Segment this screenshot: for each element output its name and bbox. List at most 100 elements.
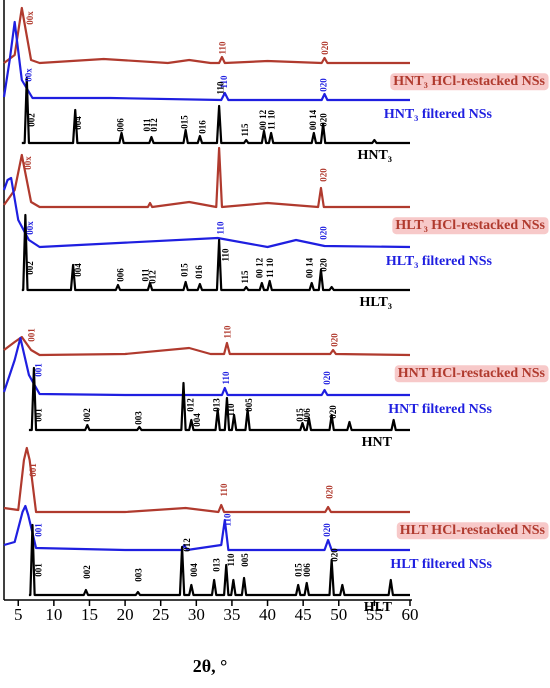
peak-label: 020 <box>320 41 330 55</box>
peak-label: 020 <box>324 485 334 499</box>
legend-label: HNT₃ <box>357 148 392 163</box>
peak-label: 002 <box>82 565 92 579</box>
peak-label: 006 <box>302 563 312 577</box>
trace <box>3 504 410 552</box>
peak-label: 003 <box>133 568 143 582</box>
peak-label: 11 10 <box>265 258 275 278</box>
peak-label: 020 <box>329 548 339 562</box>
peak-label: 012 <box>149 118 159 132</box>
peak-label: 020 <box>319 113 329 127</box>
peak-label: 004 <box>73 263 83 277</box>
peak-label: 006 <box>116 268 126 282</box>
x-tick-label: 35 <box>223 605 240 624</box>
peak-label: 00 12 <box>258 109 268 130</box>
peak-label: 00x <box>25 221 35 235</box>
x-tick-label: 60 <box>402 605 419 624</box>
peak-label: 001 <box>34 363 44 377</box>
x-tick-label: 25 <box>152 605 169 624</box>
peak-label: 016 <box>194 265 204 279</box>
peak-label: 015 <box>180 115 190 129</box>
trace <box>2 20 410 102</box>
peak-label: 00x <box>23 156 33 170</box>
x-tick-label: 50 <box>330 605 347 624</box>
peak-label: 012 <box>182 538 192 552</box>
label-highlight <box>394 365 549 383</box>
peak-label: 013 <box>212 558 222 572</box>
peak-label: 020 <box>329 333 339 347</box>
x-tick-label: 15 <box>81 605 98 624</box>
peak-label: 110 <box>226 553 236 567</box>
trace <box>3 335 411 357</box>
peak-label: 00 12 <box>254 257 264 278</box>
x-tick-label: 40 <box>259 605 276 624</box>
legend-label: HNT <box>362 435 393 450</box>
peak-label: 011 <box>141 268 151 282</box>
peak-label: 016 <box>198 120 208 134</box>
peak-label: 011 <box>142 118 152 132</box>
peak-label: 115 <box>240 123 250 137</box>
x-tick-label: 30 <box>188 605 205 624</box>
peak-label: 003 <box>133 411 143 425</box>
trace <box>3 146 410 209</box>
peak-label: 020 <box>319 226 329 240</box>
x-axis-label: 2θ, ° <box>193 656 228 676</box>
x-tick-label: 55 <box>366 605 383 624</box>
x-tick-label: 45 <box>295 605 312 624</box>
peak-label: 110 <box>222 325 232 339</box>
legend-label: HLT filtered NSs <box>390 557 492 572</box>
trace <box>2 336 410 397</box>
peak-label: 00 14 <box>304 257 314 278</box>
peak-label: 005 <box>240 553 250 567</box>
trace <box>21 213 410 292</box>
peak-label: 006 <box>116 118 126 132</box>
legend-label: HNT₃ filtered NSs <box>384 107 493 122</box>
peak-label: 002 <box>27 113 37 127</box>
x-tick-label: 20 <box>117 605 134 624</box>
peak-label: 013 <box>212 398 222 412</box>
peak-label: 110 <box>215 81 225 95</box>
x-tick-label: 10 <box>45 605 62 624</box>
peak-label: 110 <box>219 483 229 497</box>
peak-label: 00x <box>25 11 35 25</box>
peak-label: 00 14 <box>308 109 318 130</box>
peak-label: 110 <box>217 41 227 55</box>
legend-label: HNT₃ HCl-restacked NSs <box>393 74 545 89</box>
peak-label: 020 <box>322 371 332 385</box>
peak-label: 110 <box>220 248 230 262</box>
peak-label: 005 <box>244 398 254 412</box>
trace <box>21 76 410 145</box>
legend-label: HLT HCl-restacked NSs <box>400 523 546 538</box>
peak-label: 020 <box>319 78 329 92</box>
peak-label: 012 <box>148 270 158 284</box>
peak-label: 004 <box>189 563 199 577</box>
peak-label: 015 <box>180 263 190 277</box>
trace <box>28 523 410 597</box>
label-highlight <box>396 522 549 540</box>
peak-label: 110 <box>219 75 229 89</box>
peak-label: 015 <box>294 563 304 577</box>
label-highlight <box>392 217 549 235</box>
x-tick-label: 5 <box>14 605 23 624</box>
legend-label: HLT₃ HCl-restacked NSs <box>395 218 545 233</box>
peak-label: 110 <box>226 403 236 417</box>
peak-label: 002 <box>25 261 35 275</box>
peak-label: 004 <box>73 116 83 130</box>
peak-label: 115 <box>240 270 250 284</box>
peak-label: 001 <box>34 408 44 422</box>
trace <box>3 6 410 65</box>
peak-label: 004 <box>192 413 202 427</box>
peak-label: 020 <box>328 405 338 419</box>
legend-label: HNT filtered NSs <box>388 402 492 417</box>
peak-label: 001 <box>34 563 44 577</box>
peak-label: 110 <box>221 371 231 385</box>
legend-label: HLT₃ <box>360 295 392 310</box>
peak-label: 020 <box>319 258 329 272</box>
peak-label: 012 <box>185 398 195 412</box>
peak-label: 001 <box>34 523 44 537</box>
label-highlight <box>390 73 549 91</box>
legend-label: HLT₃ filtered NSs <box>386 254 493 269</box>
legend-label: HLT <box>364 600 393 615</box>
peak-label: 006 <box>302 408 312 422</box>
peak-label: 020 <box>319 168 329 182</box>
